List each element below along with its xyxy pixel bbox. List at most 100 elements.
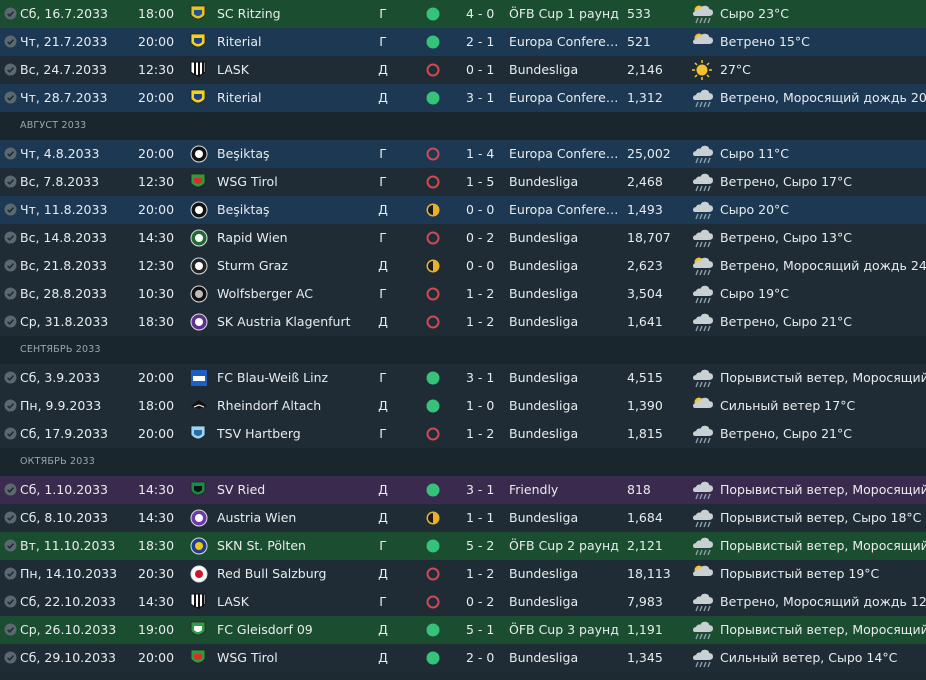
opponent-link[interactable]: Riterial bbox=[217, 90, 262, 105]
fixture-row[interactable]: Чт, 4.8.2033 20:00 Beşiktaş Г 1 - 4 Europa Co… bbox=[0, 140, 926, 168]
opponent-link[interactable]: SV Ried bbox=[217, 482, 266, 497]
fixture-row[interactable]: Вс, 24.7.2033 12:30 LASK Д 0 - 1 Bundesliga 2,… bbox=[0, 56, 926, 84]
opponent-link[interactable]: Beşiktaş bbox=[217, 202, 270, 217]
fixture-row[interactable]: Сб, 22.10.2033 14:30 LASK Г 0 - 2 Bundesliga 7… bbox=[0, 588, 926, 616]
competition-link[interactable]: Europa Conference League bbox=[509, 90, 619, 105]
match-score[interactable]: 5 - 2 bbox=[466, 538, 495, 553]
fixture-row[interactable]: Ср, 26.10.2033 19:00 FC Gleisdorf 09 Д 5 - 1… bbox=[0, 616, 926, 644]
attendance: 2,623 bbox=[627, 258, 663, 273]
competition-link[interactable]: ÖFB Cup 3 раунд bbox=[509, 622, 619, 637]
opponent-link[interactable]: FC Gleisdorf 09 bbox=[217, 622, 313, 637]
match-score[interactable]: 0 - 2 bbox=[466, 230, 495, 245]
match-score[interactable]: 2 - 1 bbox=[466, 34, 495, 49]
opponent-link[interactable]: WSG Tirol bbox=[217, 174, 278, 189]
match-score[interactable]: 0 - 0 bbox=[466, 202, 495, 217]
fixture-row[interactable]: Вт, 11.10.2033 18:30 SKN St. Pölten Г 5 - 2 Ö… bbox=[0, 532, 926, 560]
competition-link[interactable]: Bundesliga bbox=[509, 314, 579, 329]
competition-link[interactable]: Bundesliga bbox=[509, 62, 579, 77]
match-score[interactable]: 0 - 1 bbox=[466, 62, 495, 77]
match-date: Чт, 4.8.2033 bbox=[20, 146, 100, 161]
competition-link[interactable]: Bundesliga bbox=[509, 426, 579, 441]
fixture-row[interactable]: Чт, 21.7.2033 20:00 Riterial Г 2 - 1 Europa C… bbox=[0, 28, 926, 56]
fixture-row[interactable]: Сб, 17.9.2033 20:00 TSV Hartberg Г 1 - 2 Bund… bbox=[0, 420, 926, 448]
match-date: Сб, 8.10.2033 bbox=[20, 510, 109, 525]
competition-link[interactable]: Bundesliga bbox=[509, 594, 579, 609]
opponent-link[interactable]: SK Austria Klagenfurt bbox=[217, 314, 351, 329]
fixture-row[interactable]: Чт, 28.7.2033 20:00 Riterial Д 3 - 1 Europa C… bbox=[0, 84, 926, 112]
fixture-row[interactable]: Вс, 28.8.2033 10:30 Wolfsberger AC Г 1 - 2 Bu… bbox=[0, 280, 926, 308]
opponent-link[interactable]: Sturm Graz bbox=[217, 258, 288, 273]
match-score[interactable]: 3 - 1 bbox=[466, 482, 495, 497]
opponent-link[interactable]: TSV Hartberg bbox=[217, 426, 301, 441]
fixture-row[interactable]: Сб, 1.10.2033 14:30 SV Ried Д 3 - 1 Friendly 8… bbox=[0, 476, 926, 504]
match-score[interactable]: 1 - 4 bbox=[466, 146, 495, 161]
competition-link[interactable]: Europa Conference League bbox=[509, 202, 619, 217]
match-score[interactable]: 5 - 1 bbox=[466, 622, 495, 637]
opponent-link[interactable]: FC Blau-Weiß Linz bbox=[217, 370, 329, 385]
fixture-row[interactable]: Пн, 9.9.2033 18:00 Rheindorf Altach Д 1 - 0 B… bbox=[0, 392, 926, 420]
opponent-link[interactable]: Rheindorf Altach bbox=[217, 398, 322, 413]
competition-link[interactable]: Bundesliga bbox=[509, 650, 579, 665]
match-score[interactable]: 2 - 0 bbox=[466, 650, 495, 665]
fixture-row[interactable]: Ср, 31.8.2033 18:30 SK Austria Klagenfurt Д… bbox=[0, 308, 926, 336]
match-score[interactable]: 1 - 2 bbox=[466, 314, 495, 329]
match-date: Пн, 14.10.2033 bbox=[20, 566, 118, 581]
partly-cloudy-rain-icon bbox=[690, 0, 714, 28]
fixture-row[interactable]: Вс, 21.8.2033 12:30 Sturm Graz Д 0 - 0 Bundes… bbox=[0, 252, 926, 280]
match-time: 20:00 bbox=[138, 370, 175, 385]
match-score[interactable]: 3 - 1 bbox=[466, 370, 495, 385]
weather-text: Ветрено, Сыро 13°C bbox=[720, 230, 852, 245]
attendance: 1,641 bbox=[627, 314, 663, 329]
competition-link[interactable]: Bundesliga bbox=[509, 258, 579, 273]
match-score[interactable]: 1 - 2 bbox=[466, 286, 495, 301]
opponent-link[interactable]: Beşiktaş bbox=[217, 146, 270, 161]
opponent-link[interactable]: SKN St. Pölten bbox=[217, 538, 306, 553]
opponent-link[interactable]: Rapid Wien bbox=[217, 230, 288, 245]
opponent-link[interactable]: LASK bbox=[217, 594, 249, 609]
fixture-row[interactable]: Вс, 14.8.2033 14:30 Rapid Wien Г 0 - 2 Bundes… bbox=[0, 224, 926, 252]
opponent-link[interactable]: WSG Tirol bbox=[217, 650, 278, 665]
opponent-link[interactable]: Riterial bbox=[217, 34, 262, 49]
match-score[interactable]: 1 - 5 bbox=[466, 174, 495, 189]
match-score[interactable]: 0 - 2 bbox=[466, 594, 495, 609]
fixture-row[interactable]: Сб, 3.9.2033 20:00 FC Blau-Weiß Linz Г 3 - 1… bbox=[0, 364, 926, 392]
match-score[interactable]: 4 - 0 bbox=[466, 6, 495, 21]
match-score[interactable]: 1 - 1 bbox=[466, 510, 495, 525]
fixture-row[interactable]: Сб, 29.10.2033 20:00 WSG Tirol Д 2 - 0 Bundes… bbox=[0, 644, 926, 672]
competition-link[interactable]: Europa Conference League bbox=[509, 34, 619, 49]
fixture-row[interactable]: Сб, 8.10.2033 14:30 Austria Wien Д 1 - 1 Bund… bbox=[0, 504, 926, 532]
competition-link[interactable]: Bundesliga bbox=[509, 370, 579, 385]
opponent-link[interactable]: SC Ritzing bbox=[217, 6, 281, 21]
fixture-row[interactable]: Чт, 11.8.2033 20:00 Beşiktaş Д 0 - 0 Europa C… bbox=[0, 196, 926, 224]
competition-link[interactable]: Europa Conference League bbox=[509, 146, 619, 161]
competition-link[interactable]: ÖFB Cup 2 раунд bbox=[509, 538, 619, 553]
opponent-link[interactable]: LASK bbox=[217, 62, 249, 77]
venue-indicator: Г bbox=[379, 146, 387, 161]
competition-link[interactable]: Bundesliga bbox=[509, 398, 579, 413]
fixture-row[interactable]: Вс, 7.8.2033 12:30 WSG Tirol Г 1 - 5 Bundesli… bbox=[0, 168, 926, 196]
competition-link[interactable]: Bundesliga bbox=[509, 286, 579, 301]
competition-link[interactable]: Bundesliga bbox=[509, 510, 579, 525]
competition-link[interactable]: Bundesliga bbox=[509, 230, 579, 245]
fixture-row[interactable]: Сб, 16.7.2033 18:00 SC Ritzing Г 4 - 0 ÖFB Cu… bbox=[0, 0, 926, 28]
rain-cloud-icon bbox=[690, 140, 714, 168]
attendance: 18,707 bbox=[627, 230, 671, 245]
played-check-icon bbox=[4, 588, 18, 616]
fixture-row[interactable]: Пн, 14.10.2033 20:30 Red Bull Salzburg Д 1 -… bbox=[0, 560, 926, 588]
rain-cloud-icon bbox=[690, 532, 714, 560]
competition-link[interactable]: Bundesliga bbox=[509, 566, 579, 581]
month-separator: ОКТЯБРЬ 2033 bbox=[0, 448, 926, 476]
match-score[interactable]: 3 - 1 bbox=[466, 90, 495, 105]
competition-link[interactable]: Friendly bbox=[509, 482, 559, 497]
attendance: 1,191 bbox=[627, 622, 663, 637]
competition-link[interactable]: Bundesliga bbox=[509, 174, 579, 189]
opponent-link[interactable]: Red Bull Salzburg bbox=[217, 566, 327, 581]
match-score[interactable]: 1 - 2 bbox=[466, 566, 495, 581]
opponent-link[interactable]: Wolfsberger AC bbox=[217, 286, 314, 301]
match-score[interactable]: 1 - 2 bbox=[466, 426, 495, 441]
match-score[interactable]: 0 - 0 bbox=[466, 258, 495, 273]
match-score[interactable]: 1 - 0 bbox=[466, 398, 495, 413]
opponent-link[interactable]: Austria Wien bbox=[217, 510, 297, 525]
competition-link[interactable]: ÖFB Cup 1 раунд bbox=[509, 6, 619, 21]
match-time: 20:30 bbox=[138, 566, 175, 581]
